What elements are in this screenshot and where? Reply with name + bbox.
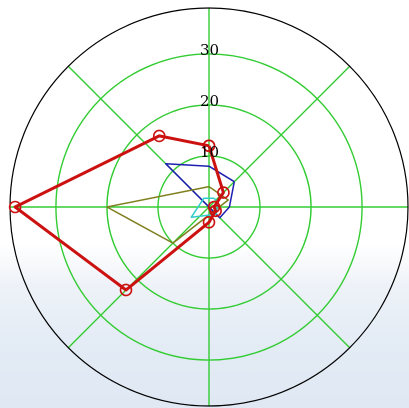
series-point	[8, 200, 22, 214]
series-point	[217, 186, 230, 199]
series-point	[207, 200, 221, 214]
series-point	[119, 283, 133, 297]
radial-tick-labels: 10 20 30	[200, 41, 219, 161]
angular-grid-line	[208, 206, 351, 349]
radial-tick-label: 10	[200, 143, 219, 161]
polar-grid	[9, 7, 409, 407]
series-point	[202, 139, 216, 153]
series-layer	[8, 129, 236, 297]
series-point	[152, 129, 166, 143]
radial-tick-label: 30	[200, 41, 219, 59]
series-point	[202, 216, 216, 229]
angular-grid-line	[67, 206, 210, 349]
angular-grid-line	[208, 65, 351, 208]
series-line	[164, 162, 236, 219]
radial-tick-label: 20	[200, 92, 219, 110]
